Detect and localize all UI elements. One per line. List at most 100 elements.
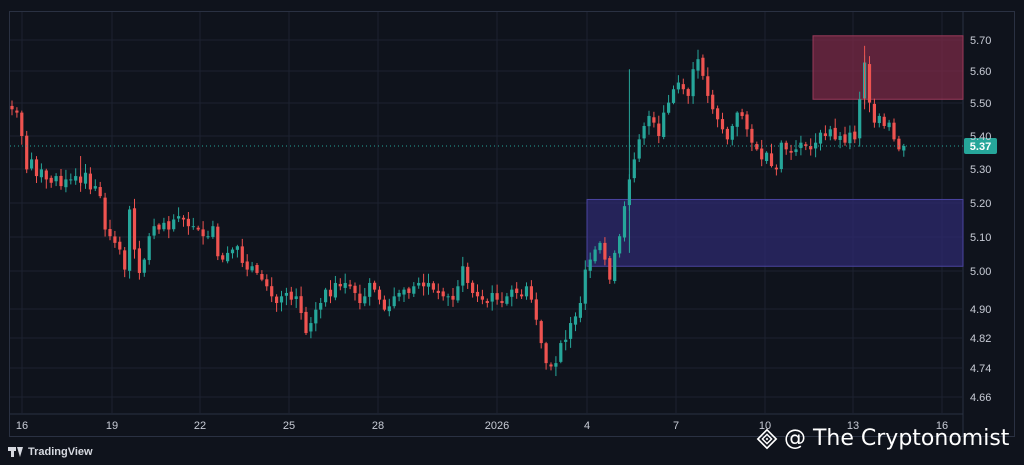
candle[interactable] (426, 273, 431, 295)
candle[interactable] (456, 280, 460, 303)
candle[interactable] (373, 280, 377, 293)
candle[interactable] (15, 107, 19, 118)
candle[interactable] (240, 238, 244, 268)
candle[interactable] (358, 284, 362, 310)
candle[interactable] (818, 129, 823, 151)
candle[interactable] (250, 261, 254, 273)
candle[interactable] (720, 112, 725, 134)
candle[interactable] (475, 284, 480, 303)
candle[interactable] (74, 168, 78, 185)
candle[interactable] (348, 279, 352, 290)
candle[interactable] (245, 254, 249, 277)
candle[interactable] (181, 215, 186, 227)
candle[interactable] (711, 89, 715, 114)
candle[interactable] (103, 192, 107, 237)
candle[interactable] (892, 118, 896, 142)
candle[interactable] (260, 270, 264, 282)
candle[interactable] (760, 139, 764, 167)
candle[interactable] (765, 151, 769, 164)
candle[interactable] (809, 138, 813, 156)
candle[interactable] (897, 135, 901, 152)
candle[interactable] (392, 287, 396, 309)
candle[interactable] (779, 140, 783, 173)
candle[interactable] (618, 233, 622, 258)
candle[interactable] (642, 122, 646, 145)
candle[interactable] (671, 85, 676, 105)
candle[interactable] (88, 167, 92, 195)
candle[interactable] (485, 298, 489, 308)
candle[interactable] (446, 293, 450, 306)
candle[interactable] (902, 143, 906, 157)
candle[interactable] (177, 207, 181, 223)
candle[interactable] (833, 118, 837, 141)
candle[interactable] (564, 330, 568, 351)
candle[interactable] (407, 286, 411, 299)
candle[interactable] (549, 362, 553, 371)
candle[interactable] (750, 124, 754, 152)
demand-zone[interactable] (586, 198, 964, 267)
candle[interactable] (745, 111, 749, 137)
candle[interactable] (186, 211, 190, 235)
candle[interactable] (417, 277, 421, 289)
candle[interactable] (657, 115, 661, 144)
candle[interactable] (431, 281, 435, 293)
candle[interactable] (838, 132, 842, 149)
candle[interactable] (436, 283, 440, 300)
candle[interactable] (520, 289, 524, 299)
candle[interactable] (275, 294, 279, 312)
candle[interactable] (559, 340, 563, 364)
candle[interactable] (632, 152, 636, 183)
candle[interactable] (872, 98, 876, 128)
candle[interactable] (544, 341, 548, 370)
candle[interactable] (422, 273, 426, 296)
candle[interactable] (662, 105, 666, 140)
candle[interactable] (255, 262, 259, 275)
candle[interactable] (39, 163, 43, 183)
candle[interactable] (667, 94, 671, 115)
candle[interactable] (686, 87, 690, 104)
candle[interactable] (529, 280, 533, 303)
candle[interactable] (706, 67, 710, 104)
candle[interactable] (137, 240, 141, 280)
candle[interactable] (848, 125, 852, 150)
candle[interactable] (828, 125, 832, 141)
candle[interactable] (328, 280, 333, 304)
candle[interactable] (647, 110, 651, 135)
candle[interactable] (652, 111, 656, 128)
candle[interactable] (769, 143, 774, 168)
candle[interactable] (191, 217, 195, 230)
candle[interactable] (524, 282, 529, 300)
candle[interactable] (206, 230, 210, 240)
candle[interactable] (681, 78, 685, 95)
candle[interactable] (505, 292, 509, 306)
candle[interactable] (108, 219, 112, 241)
candle[interactable] (613, 250, 617, 284)
candle[interactable] (377, 286, 382, 305)
candle[interactable] (147, 233, 151, 265)
candle[interactable] (598, 241, 602, 254)
candle[interactable] (162, 217, 166, 232)
candle[interactable] (858, 91, 862, 147)
candle[interactable] (226, 246, 230, 264)
candle[interactable] (201, 221, 205, 245)
candle[interactable] (867, 56, 872, 113)
candle[interactable] (784, 140, 788, 155)
candle[interactable] (25, 130, 29, 174)
candle[interactable] (877, 113, 881, 128)
candle[interactable] (128, 205, 132, 279)
candle[interactable] (676, 75, 680, 94)
candle[interactable] (471, 280, 475, 298)
candle[interactable] (44, 168, 48, 189)
candle[interactable] (402, 287, 406, 302)
candle[interactable] (554, 356, 558, 377)
candle[interactable] (59, 168, 63, 190)
candle[interactable] (98, 181, 102, 199)
candle[interactable] (701, 54, 705, 80)
candle[interactable] (789, 144, 793, 160)
candle[interactable] (583, 260, 587, 310)
candle[interactable] (221, 252, 225, 263)
candle[interactable] (823, 125, 827, 141)
candle[interactable] (500, 292, 504, 308)
candle[interactable] (588, 252, 592, 279)
candle[interactable] (397, 289, 401, 302)
